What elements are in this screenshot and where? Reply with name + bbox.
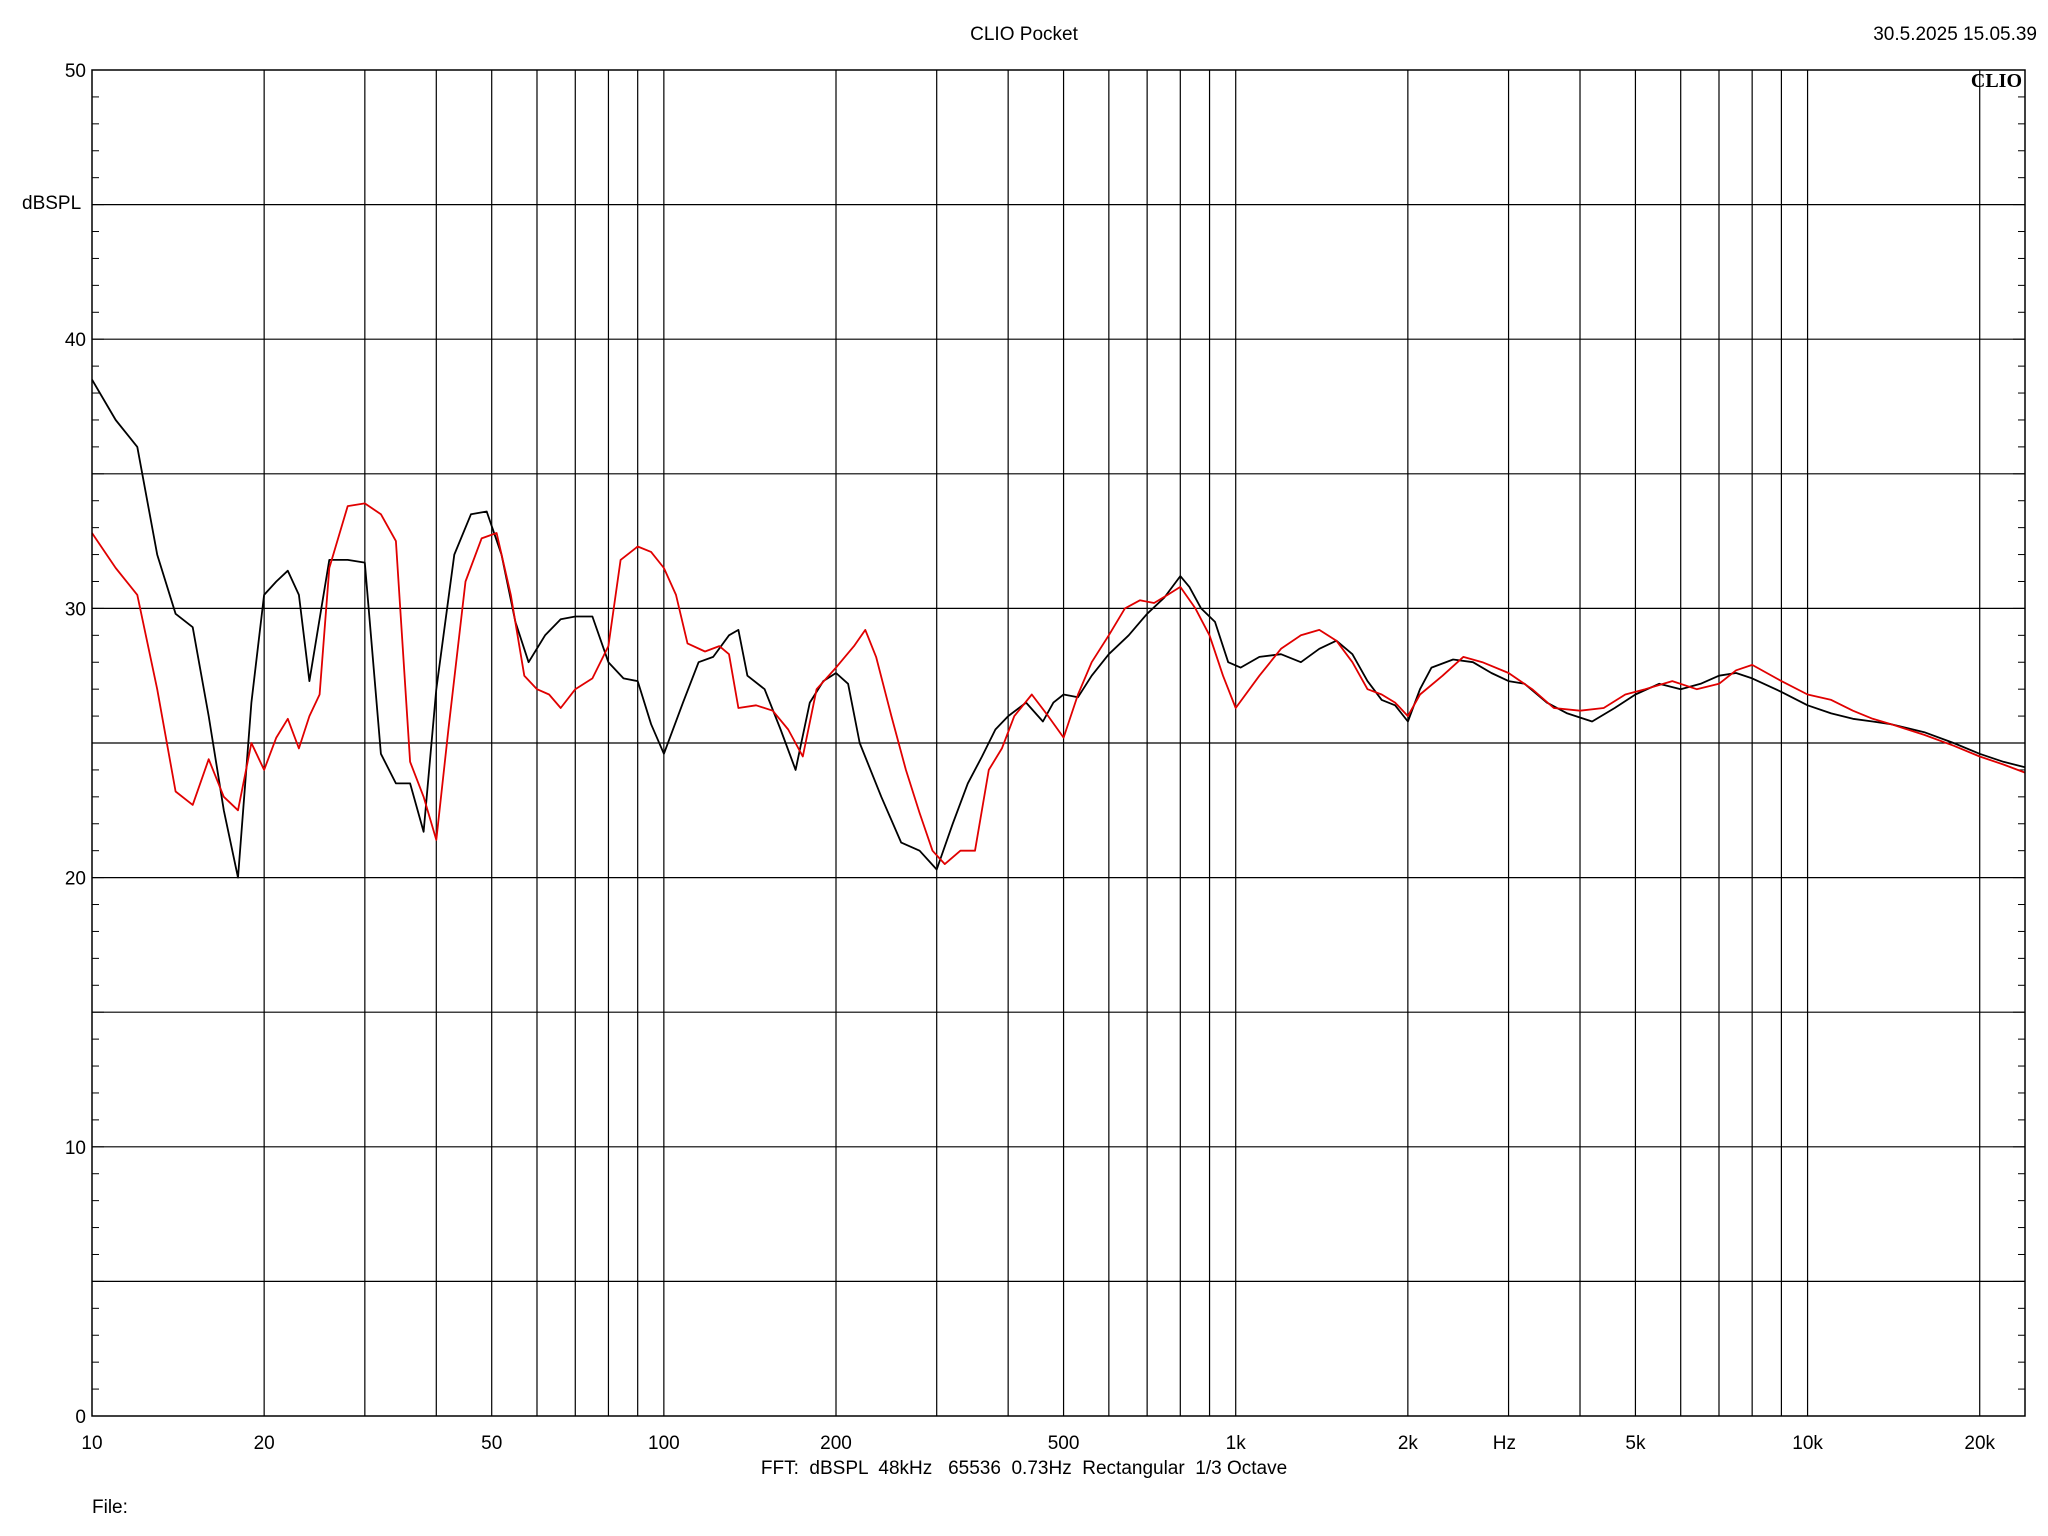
x-tick-label: 10k (1792, 1433, 1823, 1454)
x-axis-label: Hz (1493, 1433, 1516, 1454)
x-tick-label: 100 (648, 1433, 680, 1454)
x-tick-label: 10 (81, 1433, 102, 1454)
timestamp: 30.5.2025 15.05.39 (1873, 24, 2037, 45)
y-tick-label: 50 (65, 61, 86, 82)
x-tick-label: 200 (820, 1433, 852, 1454)
axis-ticks: 0 10 20 30 40 50 10 20 50 100 200 500 1k 2k 5k 10k 20k Hz (65, 61, 2025, 1454)
clio-logo: CLIO (1971, 70, 2022, 92)
series-line-2 (91, 502, 2026, 865)
series-line-1 (91, 379, 2026, 879)
x-tick-label: 20k (1964, 1433, 1995, 1454)
x-tick-label: 1k (1226, 1433, 1247, 1454)
series-group (91, 379, 2026, 879)
chart-title: CLIO Pocket (970, 24, 1078, 45)
file-label: File: (92, 1497, 128, 1518)
plot-frame (91, 69, 2026, 1417)
x-tick-label: 50 (481, 1433, 502, 1454)
x-tick-label: 5k (1625, 1433, 1646, 1454)
y-tick-label: 40 (65, 330, 86, 351)
x-tick-label: 2k (1398, 1433, 1419, 1454)
y-axis-label: dBSPL (22, 193, 82, 214)
x-tick-label: 20 (254, 1433, 275, 1454)
y-tick-label: 20 (65, 869, 86, 890)
grid (92, 70, 2025, 1416)
x-tick-label: 500 (1048, 1433, 1080, 1454)
y-tick-label: 30 (65, 599, 86, 620)
y-tick-label: 0 (75, 1407, 86, 1428)
fft-settings: FFT: dBSPL 48kHz 65536 0.73Hz Rectangula… (760, 1458, 1288, 1479)
y-tick-label: 10 (65, 1138, 86, 1159)
